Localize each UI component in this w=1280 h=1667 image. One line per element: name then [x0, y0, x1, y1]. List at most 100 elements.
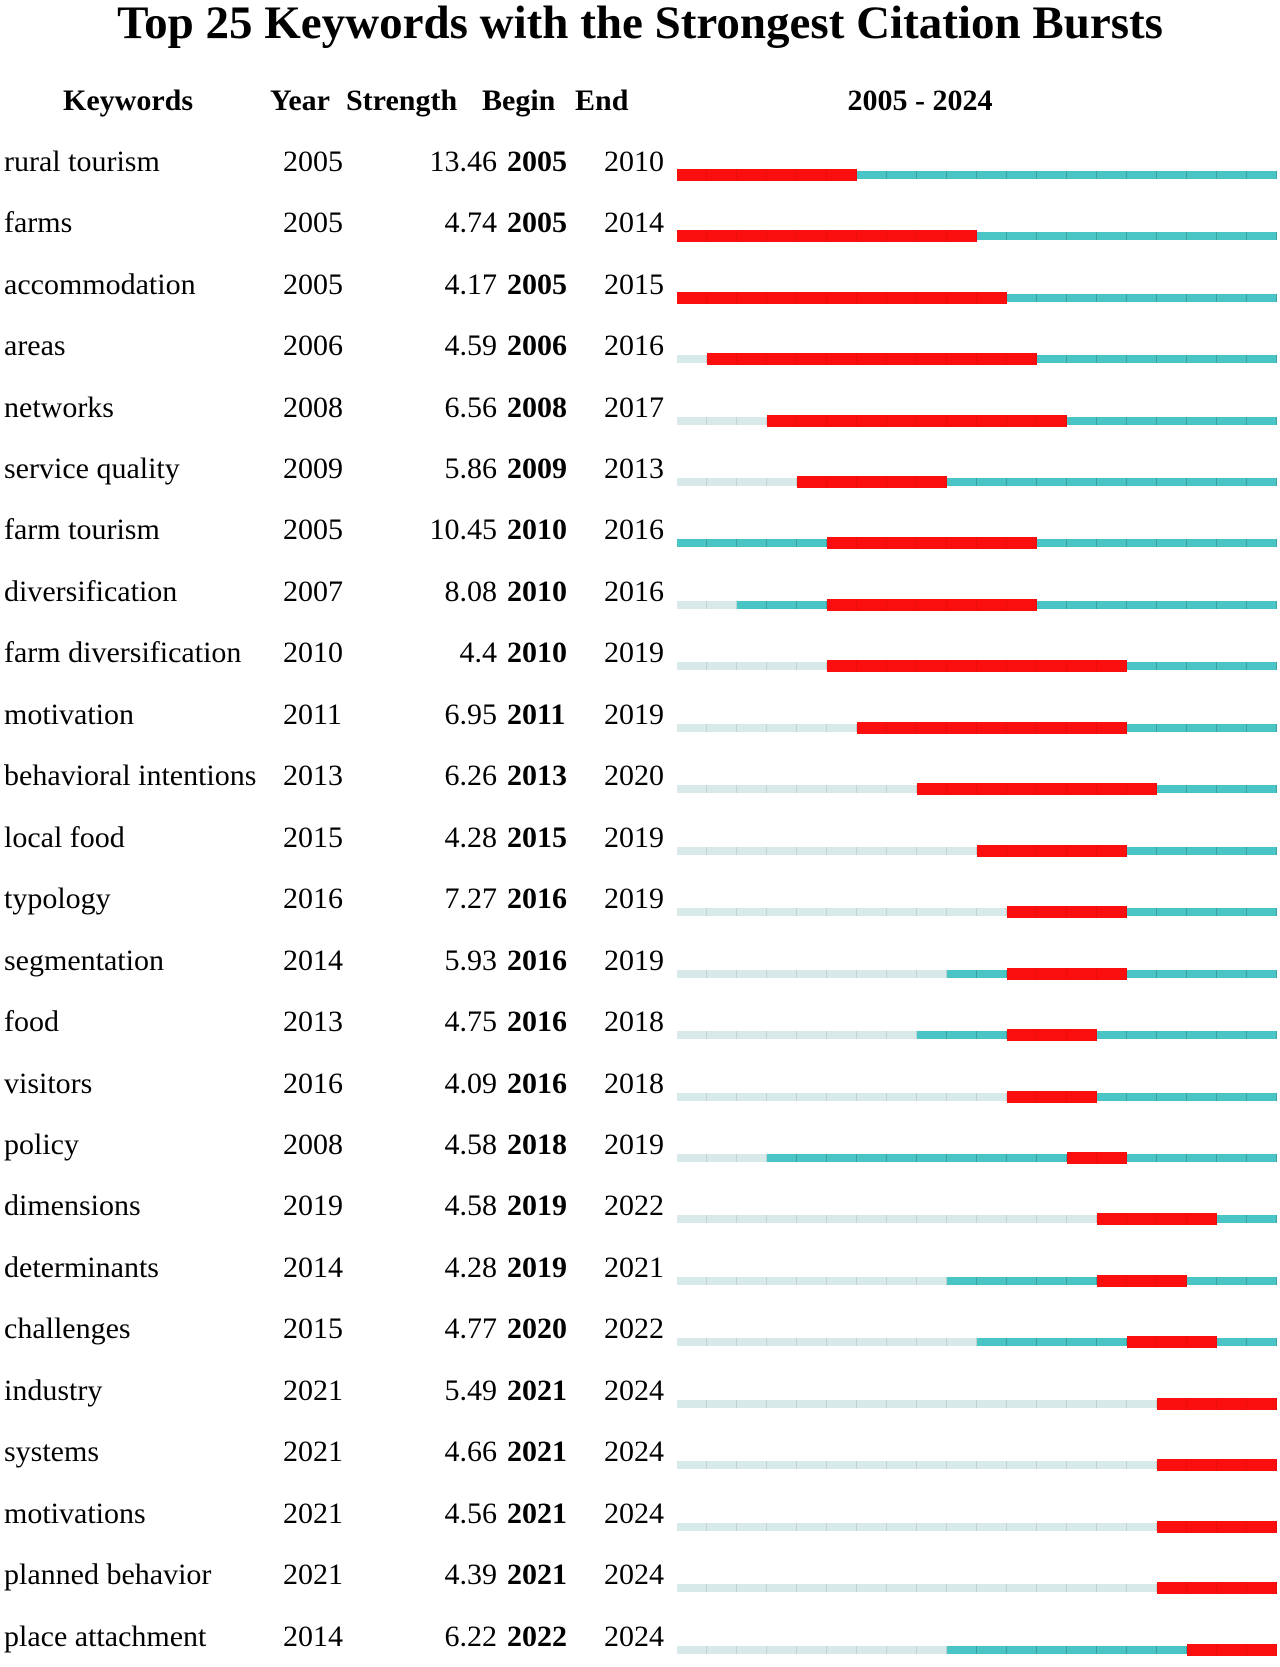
timeline-segment: [1007, 1276, 1037, 1285]
timeline-segment: [887, 1338, 917, 1347]
timeline-segment: [977, 1645, 1007, 1654]
timeline-segment: [737, 1276, 767, 1285]
timeline-segment: [797, 414, 827, 427]
keyword-label: planned behavior: [4, 1558, 212, 1592]
timeline-segment: [1247, 1276, 1277, 1285]
burst-timeline-bar: [677, 1397, 1277, 1410]
timeline-segment: [947, 230, 977, 243]
timeline-segment: [1187, 1520, 1217, 1533]
timeline-segment: [797, 1338, 827, 1347]
burst-timeline-bar: [677, 721, 1277, 734]
strength-value: 4.75: [444, 1005, 498, 1039]
timeline-segment: [1127, 170, 1157, 179]
strength-value: 7.27: [444, 882, 498, 916]
timeline-segment: [1097, 1584, 1127, 1593]
column-headers: Keywords Year Strength Begin End 2005 - …: [0, 84, 1280, 120]
timeline-segment: [737, 1153, 767, 1162]
header-year: Year: [270, 84, 330, 117]
timeline-segment: [677, 230, 707, 243]
timeline-segment: [947, 291, 977, 304]
timeline-segment: [947, 846, 977, 855]
timeline-segment: [887, 1461, 917, 1470]
timeline-segment: [1217, 355, 1247, 364]
timeline-segment: [1097, 293, 1127, 302]
timeline-segment: [1097, 1338, 1127, 1347]
timeline-segment: [1187, 170, 1217, 179]
timeline-segment: [1127, 416, 1157, 425]
keyword-label: typology: [4, 882, 111, 916]
timeline-segment: [797, 1215, 827, 1224]
timeline-segment: [1127, 969, 1157, 978]
timeline-segment: [1187, 600, 1217, 609]
timeline-segment: [1247, 1459, 1277, 1472]
keyword-label: accommodation: [4, 267, 196, 301]
begin-value: 2009: [507, 451, 567, 485]
timeline-segment: [947, 969, 977, 978]
begin-value: 2020: [507, 1312, 567, 1346]
timeline-segment: [857, 170, 887, 179]
timeline-segment: [857, 598, 887, 611]
timeline-segment: [1097, 783, 1127, 796]
timeline-segment: [1037, 1276, 1067, 1285]
timeline-segment: [737, 477, 767, 486]
timeline-segment: [1067, 1090, 1097, 1103]
burst-timeline-bar: [677, 906, 1277, 919]
burst-table-rows: rural tourism 2005 13.46 2005 2010 farms 2005 4…: [0, 131, 1280, 1658]
burst-timeline-bar: [677, 414, 1277, 427]
burst-timeline-bar: [677, 660, 1277, 673]
timeline-segment: [1217, 477, 1247, 486]
timeline-segment: [1187, 969, 1217, 978]
timeline-segment: [1187, 1153, 1217, 1162]
timeline-segment: [1247, 662, 1277, 671]
burst-timeline-bar: [677, 1459, 1277, 1472]
timeline-segment: [1247, 1031, 1277, 1040]
timeline-segment: [1187, 1031, 1217, 1040]
timeline-segment: [857, 1522, 887, 1531]
keyword-label: behavioral intentions: [4, 759, 257, 793]
timeline-segment: [737, 230, 767, 243]
timeline-segment: [677, 846, 707, 855]
timeline-segment: [1067, 1338, 1097, 1347]
timeline-segment: [797, 969, 827, 978]
timeline-segment: [1187, 1336, 1217, 1349]
timeline-segment: [887, 170, 917, 179]
timeline-segment: [1157, 355, 1187, 364]
timeline-segment: [1217, 785, 1247, 794]
timeline-segment: [977, 969, 1007, 978]
timeline-segment: [737, 846, 767, 855]
timeline-segment: [1067, 660, 1097, 673]
table-row: challenges 2015 4.77 2020 2022: [0, 1299, 1280, 1360]
timeline-segment: [1127, 908, 1157, 917]
timeline-segment: [1097, 1274, 1127, 1287]
timeline-segment: [1127, 477, 1157, 486]
timeline-segment: [1067, 721, 1097, 734]
timeline-segment: [887, 1031, 917, 1040]
timeline-segment: [767, 908, 797, 917]
timeline-segment: [917, 1584, 947, 1593]
timeline-segment: [1187, 539, 1217, 548]
timeline-segment: [827, 1522, 857, 1531]
timeline-segment: [1187, 846, 1217, 855]
timeline-segment: [1067, 1151, 1097, 1164]
timeline-segment: [1097, 1213, 1127, 1226]
timeline-segment: [1127, 846, 1157, 855]
end-value: 2020: [604, 759, 664, 793]
timeline-segment: [947, 1522, 977, 1531]
timeline-segment: [1157, 539, 1187, 548]
begin-value: 2022: [507, 1619, 567, 1653]
timeline-segment: [887, 414, 917, 427]
year-value: 2016: [283, 882, 343, 916]
timeline-segment: [917, 1338, 947, 1347]
timeline-segment: [977, 1399, 1007, 1408]
timeline-segment: [1187, 785, 1217, 794]
timeline-segment: [1037, 1399, 1067, 1408]
timeline-segment: [917, 537, 947, 550]
timeline-segment: [1217, 539, 1247, 548]
burst-timeline-bar: [677, 168, 1277, 181]
burst-timeline-bar: [677, 1090, 1277, 1103]
timeline-segment: [947, 783, 977, 796]
timeline-segment: [677, 1522, 707, 1531]
timeline-segment: [677, 1584, 707, 1593]
timeline-segment: [857, 1092, 887, 1101]
timeline-segment: [977, 1584, 1007, 1593]
